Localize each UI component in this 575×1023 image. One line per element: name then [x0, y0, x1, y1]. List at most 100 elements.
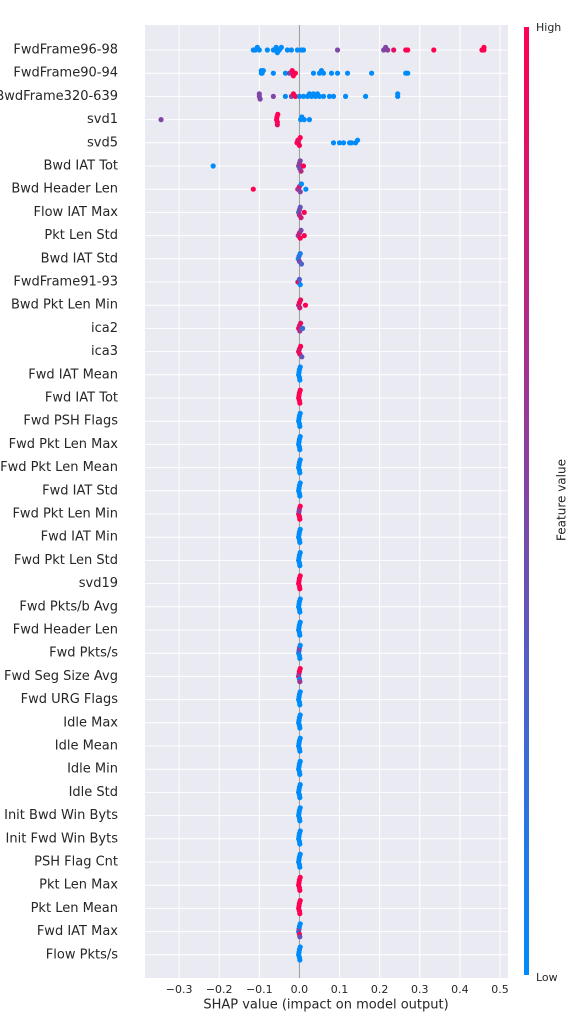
- feature-label: svd5: [87, 135, 118, 150]
- feature-label: svd19: [79, 576, 118, 591]
- x-tick-label: 0.1: [331, 983, 349, 996]
- dot: [297, 457, 303, 463]
- dot: [297, 841, 303, 847]
- x-tick-label: 0.4: [451, 983, 469, 996]
- dot: [298, 261, 305, 267]
- dot: [297, 771, 303, 778]
- dot: [431, 47, 437, 53]
- feature-label: Fwd IAT Max: [37, 924, 118, 939]
- dot: [297, 410, 303, 416]
- dot: [297, 758, 303, 765]
- x-tick-label: 0.2: [371, 983, 389, 996]
- dot: [264, 47, 270, 53]
- dot: [320, 70, 327, 76]
- dot: [256, 47, 262, 53]
- dot: [256, 91, 262, 97]
- dot: [297, 679, 303, 685]
- dot: [296, 142, 303, 148]
- dot: [297, 204, 303, 210]
- dot: [297, 934, 303, 940]
- feature-label: Fwd Pkt Len Mean: [0, 460, 118, 475]
- feature-label: Idle Max: [63, 715, 118, 730]
- x-tick-label: −0.1: [246, 983, 273, 996]
- dot: [297, 782, 303, 788]
- dot: [300, 47, 307, 53]
- dot: [297, 828, 303, 834]
- dot: [297, 550, 303, 556]
- dot: [297, 573, 303, 579]
- dot: [296, 276, 303, 282]
- feature-label: Fwd PSH Flags: [23, 414, 118, 429]
- dot: [297, 898, 303, 904]
- dot: [274, 122, 280, 128]
- dot: [278, 44, 284, 51]
- feature-label: Fwd IAT Std: [42, 483, 118, 498]
- feature-label: Fwd Pkts/b Avg: [19, 599, 118, 614]
- dot: [297, 619, 303, 625]
- dot: [297, 503, 303, 509]
- dot: [405, 70, 411, 76]
- dot: [297, 702, 303, 708]
- dot: [405, 47, 411, 53]
- feature-label: Fwd IAT Min: [41, 530, 118, 545]
- x-tick-label: 0.3: [411, 983, 429, 996]
- dot: [342, 93, 349, 99]
- dot: [297, 539, 303, 546]
- feature-label: Fwd Pkt Len Std: [14, 553, 118, 568]
- dot: [298, 168, 304, 174]
- dot: [297, 655, 303, 662]
- dot: [297, 795, 303, 801]
- dot: [298, 215, 304, 221]
- dot: [297, 364, 303, 370]
- dot: [298, 227, 304, 233]
- dot: [297, 480, 303, 486]
- dot: [297, 805, 303, 811]
- dot: [336, 140, 343, 146]
- dot: [340, 140, 347, 146]
- dot: [297, 874, 303, 881]
- dot: [369, 70, 375, 76]
- dot: [297, 470, 303, 476]
- dot: [292, 70, 299, 76]
- dot: [297, 642, 303, 649]
- dot: [395, 91, 401, 97]
- dot: [250, 186, 256, 192]
- dot: [297, 712, 303, 718]
- dot: [330, 93, 337, 99]
- dot: [354, 137, 361, 143]
- dot: [297, 447, 303, 453]
- dot: [306, 117, 313, 123]
- plot-area: [145, 25, 508, 978]
- dot: [344, 70, 351, 76]
- feature-label: Idle Min: [67, 762, 118, 777]
- dot: [297, 596, 303, 602]
- dot: [297, 563, 303, 569]
- dot: [297, 818, 303, 824]
- dot: [300, 325, 306, 331]
- dot: [385, 47, 391, 53]
- dot: [302, 302, 309, 308]
- feature-label: Idle Std: [69, 785, 118, 800]
- dot: [297, 493, 303, 499]
- dot: [275, 111, 281, 117]
- dot: [298, 320, 304, 326]
- feature-label: Fwd IAT Mean: [28, 367, 118, 382]
- feature-label: Pkt Len Max: [39, 878, 118, 893]
- dot: [303, 186, 309, 192]
- colorbar: [524, 27, 529, 975]
- feature-label: FwdFrame96-98: [13, 43, 118, 58]
- dot: [296, 93, 303, 99]
- feature-label: Init Bwd Win Byts: [4, 808, 118, 823]
- dot: [284, 47, 290, 53]
- x-tick-label: −0.2: [206, 983, 233, 996]
- dot: [298, 343, 304, 349]
- feature-label: Pkt Len Std: [44, 228, 118, 243]
- feature-label: PSH Flag Cnt: [34, 855, 118, 870]
- dot: [297, 282, 303, 288]
- feature-label: svd1: [87, 112, 118, 127]
- dot: [292, 93, 299, 99]
- dot: [316, 93, 323, 99]
- dot: [310, 70, 317, 76]
- feature-label: ica2: [91, 321, 118, 336]
- feature-label: Fwd Header Len: [13, 623, 118, 638]
